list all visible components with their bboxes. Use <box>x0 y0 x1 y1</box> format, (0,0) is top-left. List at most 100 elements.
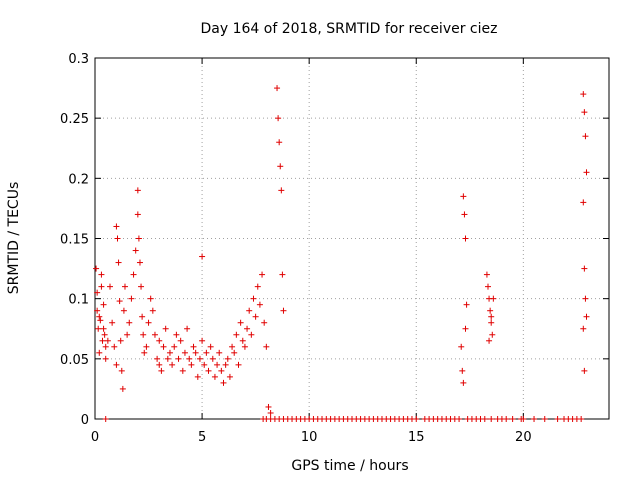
data-point <box>177 337 184 344</box>
data-point <box>101 331 108 338</box>
data-point <box>140 331 147 338</box>
x-axis-title: GPS time / hours <box>291 458 408 474</box>
data-point <box>503 416 510 422</box>
data-point <box>554 416 561 422</box>
data-point <box>166 349 173 356</box>
data-point <box>581 367 588 374</box>
data-point <box>229 343 236 350</box>
data-point <box>149 307 156 314</box>
data-point <box>580 91 587 98</box>
data-point <box>100 325 107 332</box>
data-point <box>583 313 590 320</box>
data-point <box>216 349 223 356</box>
data-point <box>156 337 163 344</box>
data-point <box>458 343 465 350</box>
data-point <box>224 355 231 362</box>
y-tick-labels: 0 0.05 0.1 0.15 0.2 0.25 0.3 <box>60 52 89 428</box>
data-point <box>100 301 107 308</box>
data-point <box>199 253 206 260</box>
data-point <box>460 379 467 386</box>
data-point <box>263 343 270 350</box>
x-tick-label: 5 <box>198 430 206 445</box>
data-point <box>93 265 100 272</box>
data-point <box>97 317 104 324</box>
data-point <box>276 139 283 146</box>
data-point <box>116 298 123 305</box>
data-point <box>279 271 286 278</box>
y-tick-label: 0.25 <box>60 112 89 127</box>
data-point <box>145 319 152 326</box>
data-point <box>461 211 468 218</box>
data-point <box>486 337 493 344</box>
data-point <box>160 343 167 350</box>
data-point <box>220 379 227 386</box>
chart-title: Day 164 of 2018, SRMTID for receiver cie… <box>201 21 498 37</box>
data-point <box>207 343 214 350</box>
data-point <box>462 235 469 242</box>
data-point <box>179 367 186 374</box>
data-point <box>136 259 143 266</box>
data-point <box>171 343 178 350</box>
data-point <box>119 385 126 392</box>
data-point <box>259 271 266 278</box>
data-point <box>209 355 216 362</box>
data-point <box>154 355 161 362</box>
data-point <box>278 187 285 194</box>
data-point <box>114 235 121 242</box>
data-point <box>120 307 127 314</box>
data-point <box>578 416 585 422</box>
data-point <box>156 361 163 368</box>
data-point <box>96 349 103 356</box>
data-point <box>583 169 590 176</box>
data-point <box>580 199 587 206</box>
data-point <box>164 355 171 362</box>
data-point <box>580 325 587 332</box>
data-point <box>462 325 469 332</box>
data-point <box>102 355 109 362</box>
data-point <box>275 115 282 122</box>
data-point <box>241 343 248 350</box>
y-tick-label: 0.05 <box>60 353 89 368</box>
y-axis-title: SRMTID / TECUs <box>6 182 22 295</box>
data-point <box>484 283 491 290</box>
data-point <box>139 313 146 320</box>
data-point <box>459 367 466 374</box>
data-point <box>175 355 182 362</box>
data-point <box>96 313 103 320</box>
data-point <box>267 409 274 416</box>
data-point <box>463 301 470 308</box>
data-point <box>113 361 120 368</box>
data-point <box>194 373 201 380</box>
data-point <box>201 361 208 368</box>
data-point <box>186 355 193 362</box>
data-point <box>134 211 141 218</box>
data-point <box>413 416 420 422</box>
data-point <box>222 361 229 368</box>
data-point <box>250 295 257 302</box>
data-point <box>95 325 102 332</box>
data-point <box>143 343 150 350</box>
data-point <box>280 307 287 314</box>
data-point <box>188 361 195 368</box>
data-point <box>211 373 218 380</box>
data-point <box>218 367 225 374</box>
grid <box>95 58 609 419</box>
data-point <box>124 331 131 338</box>
data-point <box>488 319 495 326</box>
data-point <box>235 361 242 368</box>
x-tick-labels: 0 5 10 15 20 <box>91 430 532 445</box>
data-point <box>239 337 246 344</box>
data-point <box>248 331 255 338</box>
data-point <box>509 416 516 422</box>
data-point <box>205 367 212 374</box>
x-tick-label: 15 <box>408 430 425 445</box>
y-tick-label: 0 <box>81 413 89 428</box>
data-point <box>158 367 165 374</box>
data-point <box>130 271 137 278</box>
data-point <box>134 187 141 194</box>
data-point <box>113 223 120 230</box>
data-point <box>109 319 116 326</box>
data-point <box>246 307 253 314</box>
data-point <box>104 337 111 344</box>
ticks <box>94 57 609 420</box>
